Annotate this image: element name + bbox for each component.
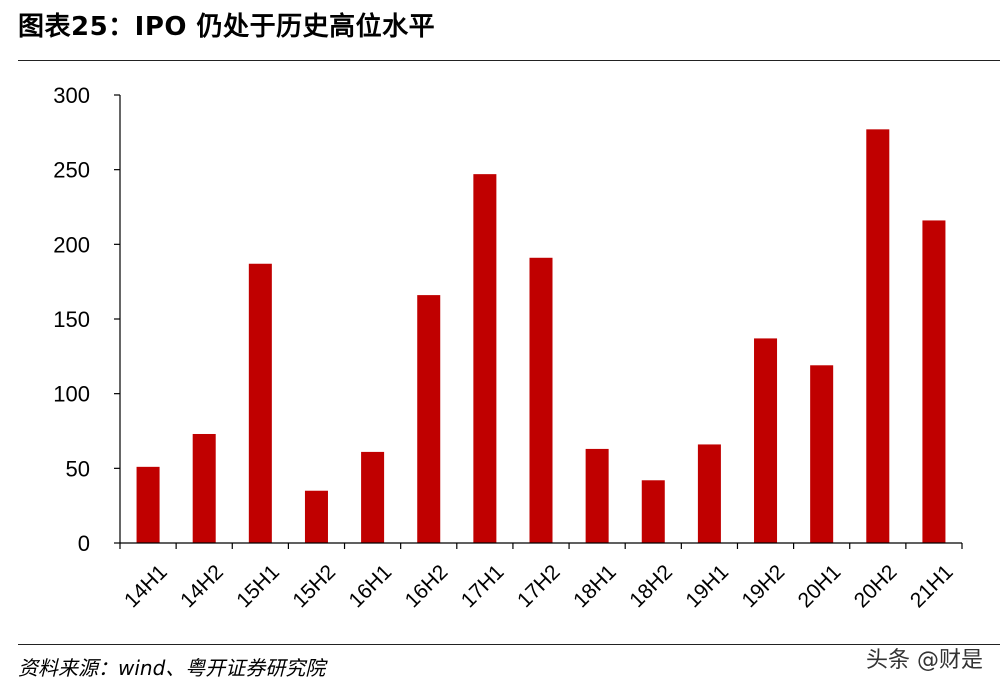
x-tick-label: 19H2 [737, 560, 789, 612]
y-tick-label: 50 [66, 456, 90, 481]
bar-14h1 [136, 466, 160, 543]
watermark-text: 头条 @财是 [866, 648, 983, 673]
chart-title: 图表25：IPO 仍处于历史高位水平 [18, 12, 436, 42]
y-tick-label: 0 [78, 531, 90, 556]
x-tick-label: 14H2 [176, 560, 228, 612]
bar-19h2 [754, 338, 778, 543]
x-tick-label: 19H1 [681, 560, 733, 612]
y-tick-label: 200 [53, 232, 90, 257]
x-axis: 14H1 14H2 15H1 15H2 16H1 16H2 17H1 17H2 18H1 18H2… [119, 542, 963, 612]
x-tick-label: 16H2 [401, 560, 453, 612]
x-tick-label: 20H1 [794, 560, 846, 612]
y-tick-label: 100 [53, 382, 90, 407]
x-tick-label: 21H1 [906, 560, 958, 612]
x-tick-label: 16H1 [345, 560, 397, 612]
y-axis: 0 50 100 150 200 250 300 [53, 83, 121, 556]
bars [136, 129, 946, 543]
header-divider [18, 60, 1000, 61]
y-tick-label: 300 [53, 83, 90, 108]
bar-19h1 [697, 444, 721, 543]
bar-15h1 [248, 263, 272, 543]
x-tick-label: 17H1 [457, 560, 509, 612]
bar-18h2 [641, 480, 665, 543]
x-tick-label: 17H2 [513, 560, 565, 612]
source-note: 资料来源：wind、粤开证券研究院 [18, 656, 326, 680]
bar-20h1 [810, 365, 834, 543]
bar-16h2 [417, 295, 441, 543]
x-tick-label: 18H2 [625, 560, 677, 612]
bar-18h1 [585, 448, 609, 543]
y-tick-label: 250 [53, 158, 90, 183]
x-tick-label: 15H2 [288, 560, 340, 612]
y-tick-label: 150 [53, 307, 90, 332]
bar-17h2 [529, 257, 553, 543]
x-tick-label: 14H1 [120, 560, 172, 612]
bar-20h2 [866, 129, 890, 543]
bar-17h1 [473, 174, 497, 543]
footer-divider [18, 644, 1000, 645]
x-tick-label: 18H1 [569, 560, 621, 612]
bar-14h2 [192, 433, 216, 543]
bar-15h2 [304, 490, 328, 543]
bar-16h1 [361, 451, 385, 543]
x-tick-label: 20H2 [850, 560, 902, 612]
x-tick-label: 15H1 [232, 560, 284, 612]
bar-21h1 [922, 220, 946, 543]
